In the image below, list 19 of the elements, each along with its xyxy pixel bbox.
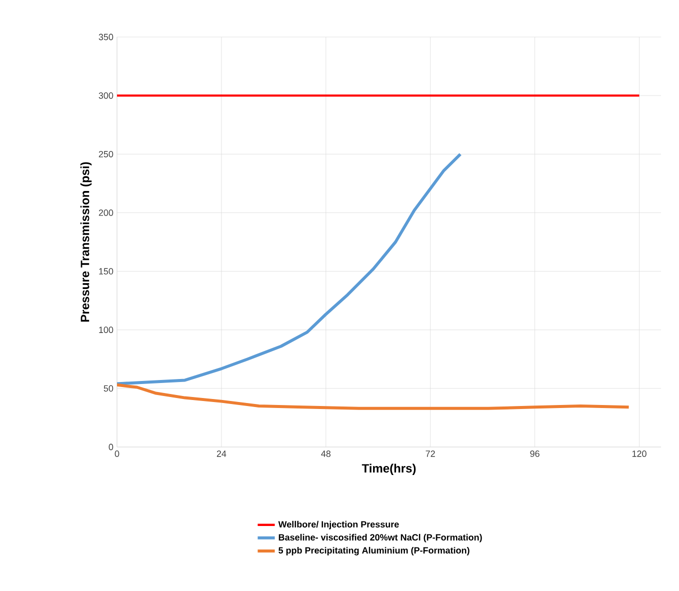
y-tick-label: 300 [98,92,114,99]
legend-label: Baseline- viscosified 20%wt NaCl (P-Formation) [278,534,482,542]
x-tick-label: 72 [426,450,435,457]
x-tick-label: 0 [114,450,120,457]
x-tick-label: 48 [321,450,331,457]
legend-label: 5 ppb Precipitating Aluminium (P-Formation) [278,546,470,556]
y-tick-label: 150 [99,268,114,274]
y-tick-label: 0 [108,444,114,450]
x-tick-label: 96 [530,450,540,457]
x-tick-label: 120 [632,450,646,457]
legend-label: Wellbore/ Injection Pressure [278,520,399,530]
y-tick-label: 350 [98,34,114,40]
y-tick-label: 100 [99,326,114,334]
x-axis-title: Time(hrs) [362,464,416,475]
y-tick-label: 250 [98,150,114,158]
y-tick-label: 200 [98,210,114,216]
y-tick-label: 50 [104,385,114,392]
y-axis-title: Pressure Transmission (psi) [80,162,92,322]
x-tick-label: 24 [216,450,226,457]
